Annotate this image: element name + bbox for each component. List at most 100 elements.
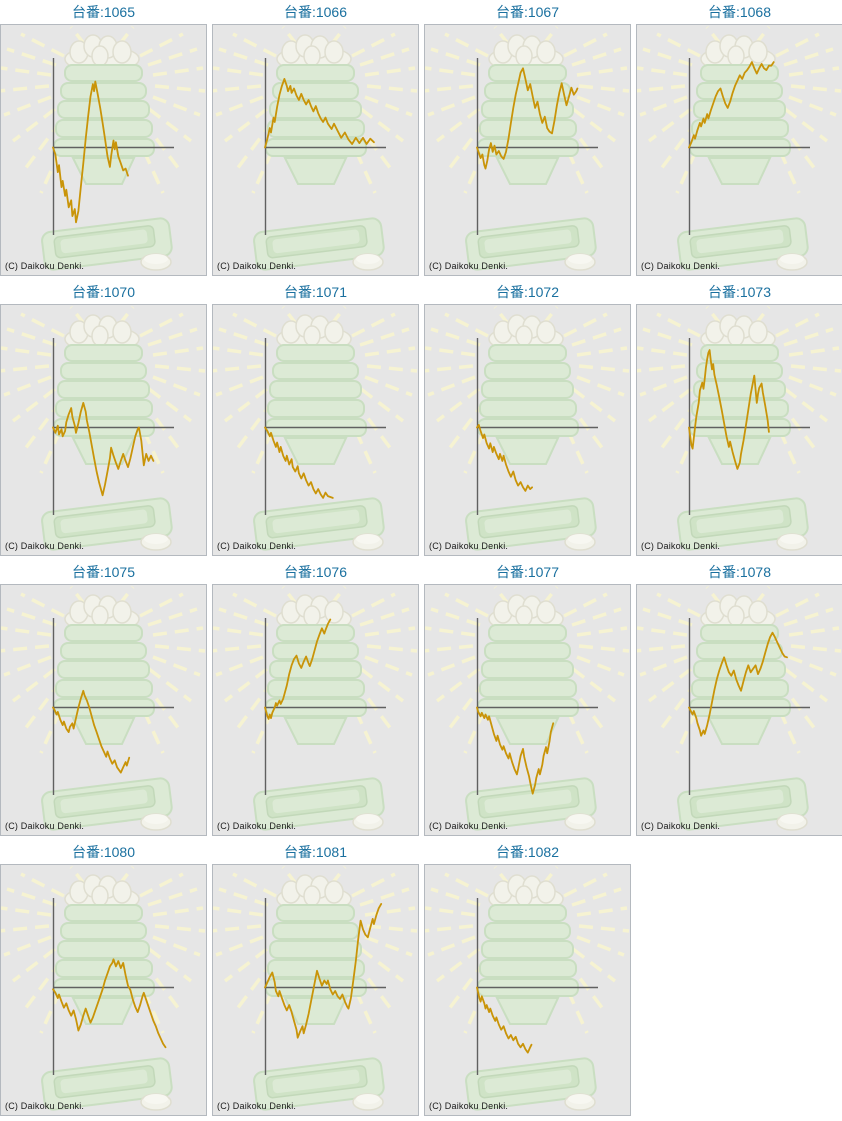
machine-title: 台番:1081 (283, 844, 348, 860)
copyright-label: (C) Daikoku Denki. (217, 541, 297, 551)
chart-panel: (C) Daikoku Denki. (0, 864, 207, 1116)
machine-watermark (425, 305, 630, 553)
copyright-label: (C) Daikoku Denki. (429, 261, 509, 271)
slump-graph (637, 25, 842, 273)
machine-watermark (637, 585, 842, 833)
machine-watermark (637, 25, 842, 273)
machine-title: 台番:1073 (707, 284, 772, 300)
copyright-label: (C) Daikoku Denki. (429, 821, 509, 831)
machine-cell: 台番:1073 (C) Daikoku Denki. (636, 282, 842, 556)
chart-panel: (C) Daikoku Denki. (212, 864, 419, 1116)
machine-title: 台番:1068 (707, 4, 772, 20)
copyright-label: (C) Daikoku Denki. (5, 821, 85, 831)
copyright-label: (C) Daikoku Denki. (217, 1101, 297, 1111)
chart-panel: (C) Daikoku Denki. (212, 304, 419, 556)
machine-cell: 台番:1068 (C) Daikoku Denki. (636, 2, 842, 276)
payout-line (52, 80, 129, 224)
machine-title: 台番:1071 (283, 284, 348, 300)
machine-title: 台番:1072 (495, 284, 560, 300)
chart-panel: (C) Daikoku Denki. (424, 864, 631, 1116)
copyright-label: (C) Daikoku Denki. (5, 1101, 85, 1111)
machine-watermark (637, 305, 842, 553)
machine-cell: 台番:1066 (C) Daikoku Denki. (212, 2, 419, 276)
slump-graph (637, 305, 842, 553)
slump-graph (637, 585, 842, 833)
copyright-label: (C) Daikoku Denki. (641, 261, 721, 271)
slump-graph (425, 305, 630, 553)
copyright-label: (C) Daikoku Denki. (217, 821, 297, 831)
machine-title: 台番:1065 (71, 4, 136, 20)
machine-cell: 台番:1076 (C) Daikoku Denki. (212, 562, 419, 836)
machine-cell: 台番:1072 (C) Daikoku Denki. (424, 282, 631, 556)
machine-watermark (1, 305, 206, 553)
machine-title: 台番:1076 (283, 564, 348, 580)
machine-watermark (213, 25, 418, 273)
machine-cell: 台番:1071 (C) Daikoku Denki. (212, 282, 419, 556)
chart-panel: (C) Daikoku Denki. (0, 24, 207, 276)
machine-watermark (213, 865, 418, 1113)
chart-panel: (C) Daikoku Denki. (636, 304, 842, 556)
chart-panel: (C) Daikoku Denki. (212, 584, 419, 836)
chart-panel: (C) Daikoku Denki. (636, 584, 842, 836)
machine-cell: 台番:1065 (C) Daikoku Denki. (0, 2, 207, 276)
machine-title: 台番:1067 (495, 4, 560, 20)
machine-cell: 台番:1075 (C) Daikoku Denki. (0, 562, 207, 836)
machine-watermark (1, 585, 206, 833)
payout-line (688, 349, 770, 470)
machine-watermark (425, 585, 630, 833)
machine-watermark (425, 25, 630, 273)
slump-graph (1, 585, 206, 833)
chart-panel: (C) Daikoku Denki. (424, 584, 631, 836)
payout-line (52, 402, 155, 497)
machine-title: 台番:1082 (495, 844, 560, 860)
machine-cell: 台番:1082 (C) Daikoku Denki. (424, 842, 631, 1116)
machine-watermark (213, 585, 418, 833)
machine-watermark (213, 305, 418, 553)
machine-title: 台番:1066 (283, 4, 348, 20)
chart-panel: (C) Daikoku Denki. (424, 304, 631, 556)
copyright-label: (C) Daikoku Denki. (641, 541, 721, 551)
copyright-label: (C) Daikoku Denki. (5, 261, 85, 271)
slump-graph (213, 585, 418, 833)
copyright-label: (C) Daikoku Denki. (5, 541, 85, 551)
slump-graph (425, 585, 630, 833)
machine-cell: 台番:1070 (C) Daikoku Denki. (0, 282, 207, 556)
chart-panel: (C) Daikoku Denki. (424, 24, 631, 276)
payout-line (476, 424, 533, 492)
payout-line (52, 958, 167, 1049)
copyright-label: (C) Daikoku Denki. (217, 261, 297, 271)
slump-graph (1, 865, 206, 1113)
payout-line (688, 61, 775, 149)
machine-title: 台番:1080 (71, 844, 136, 860)
chart-panel: (C) Daikoku Denki. (212, 24, 419, 276)
machine-title: 台番:1075 (71, 564, 136, 580)
copyright-label: (C) Daikoku Denki. (429, 541, 509, 551)
copyright-label: (C) Daikoku Denki. (429, 1101, 509, 1111)
payout-line (264, 903, 383, 1039)
chart-panel: (C) Daikoku Denki. (0, 584, 207, 836)
machine-cell: 台番:1081 (C) Daikoku Denki. (212, 842, 419, 1116)
payout-line (264, 426, 334, 499)
payout-line (476, 986, 533, 1054)
machine-title: 台番:1078 (707, 564, 772, 580)
machine-title: 台番:1077 (495, 564, 560, 580)
payout-line (688, 631, 788, 737)
slump-graph (1, 305, 206, 553)
slump-graph (213, 305, 418, 553)
machine-watermark (1, 25, 206, 273)
slump-graph (425, 865, 630, 1113)
payout-line (52, 689, 131, 774)
machine-cell: 台番:1080 (C) Daikoku Denki. (0, 842, 207, 1116)
copyright-label: (C) Daikoku Denki. (641, 821, 721, 831)
chart-panel: (C) Daikoku Denki. (0, 304, 207, 556)
slump-graph (425, 25, 630, 273)
payout-line (264, 618, 332, 720)
machine-title: 台番:1070 (71, 284, 136, 300)
slump-graph (1, 25, 206, 273)
payout-line (476, 67, 579, 170)
payout-line (264, 78, 375, 149)
slump-graph (213, 25, 418, 273)
chart-panel: (C) Daikoku Denki. (636, 24, 842, 276)
machine-cell: 台番:1077 (C) Daikoku Denki. (424, 562, 631, 836)
